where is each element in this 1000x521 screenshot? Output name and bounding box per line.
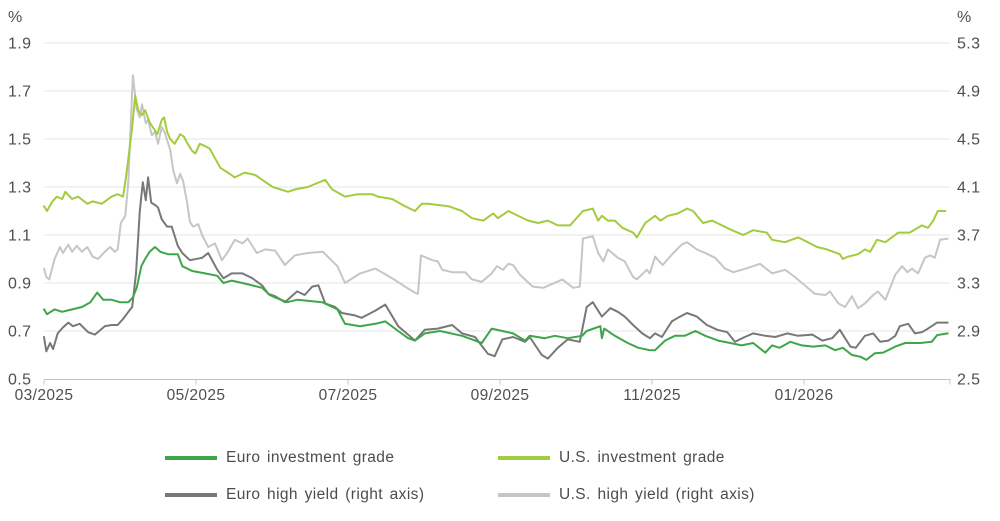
x-axis-tick-label: 01/2026 xyxy=(775,387,834,404)
left-axis-tick-label: 1.7 xyxy=(8,84,31,101)
series-line-u-s-high-yield-right-axis xyxy=(43,74,949,310)
right-axis-tick-label: 2.5 xyxy=(957,372,980,389)
x-axis-tick-label: 07/2025 xyxy=(319,387,378,404)
legend-label-us-high-yield: U.S. high yield (right axis) xyxy=(559,486,755,503)
right-axis-tick-label: 3.3 xyxy=(957,276,980,293)
legend-label-euro-high-yield: Euro high yield (right axis) xyxy=(226,486,425,503)
legend-label-us-investment-grade: U.S. investment grade xyxy=(559,449,725,466)
legend-swatch-euro-investment-grade xyxy=(165,456,217,460)
legend-swatch-us-high-yield xyxy=(498,493,550,497)
series-line-u-s-investment-grade xyxy=(43,94,947,260)
series-line-euro-high-yield-right-axis xyxy=(43,176,949,360)
right-axis-unit-label: % xyxy=(957,9,972,26)
left-axis-tick-label: 0.5 xyxy=(8,372,31,389)
legend-item-euro-investment-grade: Euro investment grade xyxy=(165,449,394,467)
x-axis-tick-label: 09/2025 xyxy=(471,387,530,404)
legend-swatch-euro-high-yield xyxy=(165,493,217,497)
legend-swatch-us-investment-grade xyxy=(498,456,550,460)
legend-item-us-high-yield: U.S. high yield (right axis) xyxy=(498,486,755,504)
x-axis-tick-label: 05/2025 xyxy=(167,387,226,404)
right-axis-tick-label: 3.7 xyxy=(957,228,980,245)
left-axis-tick-label: 1.3 xyxy=(8,180,31,197)
right-axis-tick-label: 4.5 xyxy=(957,132,980,149)
x-axis-tick-label: 03/2025 xyxy=(15,387,74,404)
right-axis-tick-label: 4.1 xyxy=(957,180,980,197)
left-axis-tick-label: 0.9 xyxy=(8,276,31,293)
x-axis-tick-label: 11/2025 xyxy=(623,387,681,404)
right-axis-tick-label: 4.9 xyxy=(957,84,980,101)
left-axis-tick-label: 1.5 xyxy=(8,132,31,149)
spread-line-chart: % % 1.9 1.7 1.5 1.3 1.1 0.9 0.7 0.5 5.3 4.9 4.5 4.1 3.… xyxy=(8,9,980,404)
left-axis-tick-label: 1.9 xyxy=(8,36,31,53)
left-axis-tick-label: 1.1 xyxy=(8,228,31,245)
left-axis-unit-label: % xyxy=(8,9,23,26)
legend-label-euro-investment-grade: Euro investment grade xyxy=(226,449,395,466)
left-axis-tick-label: 0.7 xyxy=(8,324,31,341)
series-line-euro-investment-grade xyxy=(43,246,949,361)
chart-legend: Euro investment grade U.S. investment gr… xyxy=(0,0,1000,503)
right-axis-tick-label: 5.3 xyxy=(957,36,980,53)
legend-item-us-investment-grade: U.S. investment grade xyxy=(498,449,725,467)
legend-item-euro-high-yield: Euro high yield (right axis) xyxy=(165,486,424,504)
right-axis-tick-label: 2.9 xyxy=(957,324,980,341)
